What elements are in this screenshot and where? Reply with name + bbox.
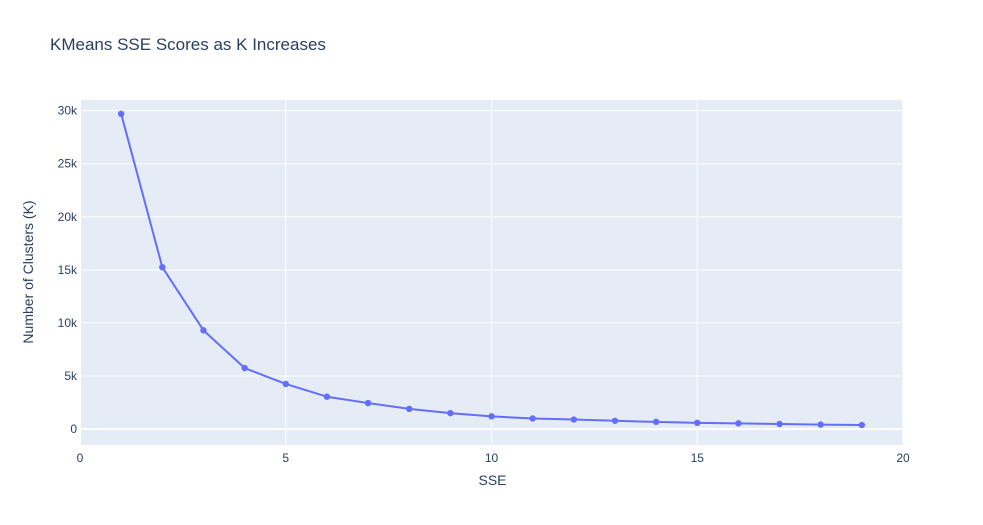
data-point[interactable] bbox=[858, 421, 866, 429]
chart-title: KMeans SSE Scores as K Increases bbox=[50, 35, 326, 54]
x-tick-label: 10 bbox=[485, 451, 499, 465]
data-point[interactable] bbox=[488, 413, 495, 420]
data-point[interactable] bbox=[611, 417, 619, 424]
x-tick-label: 20 bbox=[896, 451, 910, 465]
series bbox=[117, 110, 866, 429]
data-point[interactable] bbox=[652, 418, 660, 426]
data-point[interactable] bbox=[776, 420, 783, 428]
data-point[interactable] bbox=[241, 364, 248, 372]
data-point[interactable] bbox=[117, 110, 125, 118]
data-point[interactable] bbox=[447, 409, 454, 417]
y-tick-label: 10k bbox=[58, 316, 78, 330]
data-point[interactable] bbox=[817, 421, 824, 428]
x-tick-label: 15 bbox=[691, 451, 705, 465]
data-point[interactable] bbox=[159, 263, 166, 271]
data-point[interactable] bbox=[570, 416, 577, 423]
data-point[interactable] bbox=[694, 419, 701, 427]
data-point[interactable] bbox=[323, 393, 331, 400]
x-tick-label: 5 bbox=[282, 451, 289, 465]
y-tick-label: 15k bbox=[58, 263, 78, 277]
data-point[interactable] bbox=[364, 399, 372, 407]
y-tick-label: 30k bbox=[58, 104, 78, 118]
data-point[interactable] bbox=[282, 380, 289, 388]
data-point[interactable] bbox=[529, 415, 536, 422]
data-point[interactable] bbox=[735, 420, 742, 427]
grid bbox=[79, 100, 904, 445]
y-tick-label: 5k bbox=[64, 369, 78, 383]
y-axis-title: Number of Clusters (K) bbox=[20, 200, 36, 343]
data-point[interactable] bbox=[200, 327, 207, 334]
data-point[interactable] bbox=[406, 405, 413, 413]
y-tick-label: 20k bbox=[58, 210, 78, 224]
x-tick-label: 0 bbox=[77, 451, 84, 465]
tick-labels: 0 5 10 15 20 0 5k 10k 15k 20k 25k 30k bbox=[58, 104, 910, 465]
y-tick-label: 25k bbox=[58, 157, 78, 171]
y-tick-label: 0 bbox=[70, 422, 77, 436]
x-axis-title: SSE bbox=[478, 472, 506, 488]
